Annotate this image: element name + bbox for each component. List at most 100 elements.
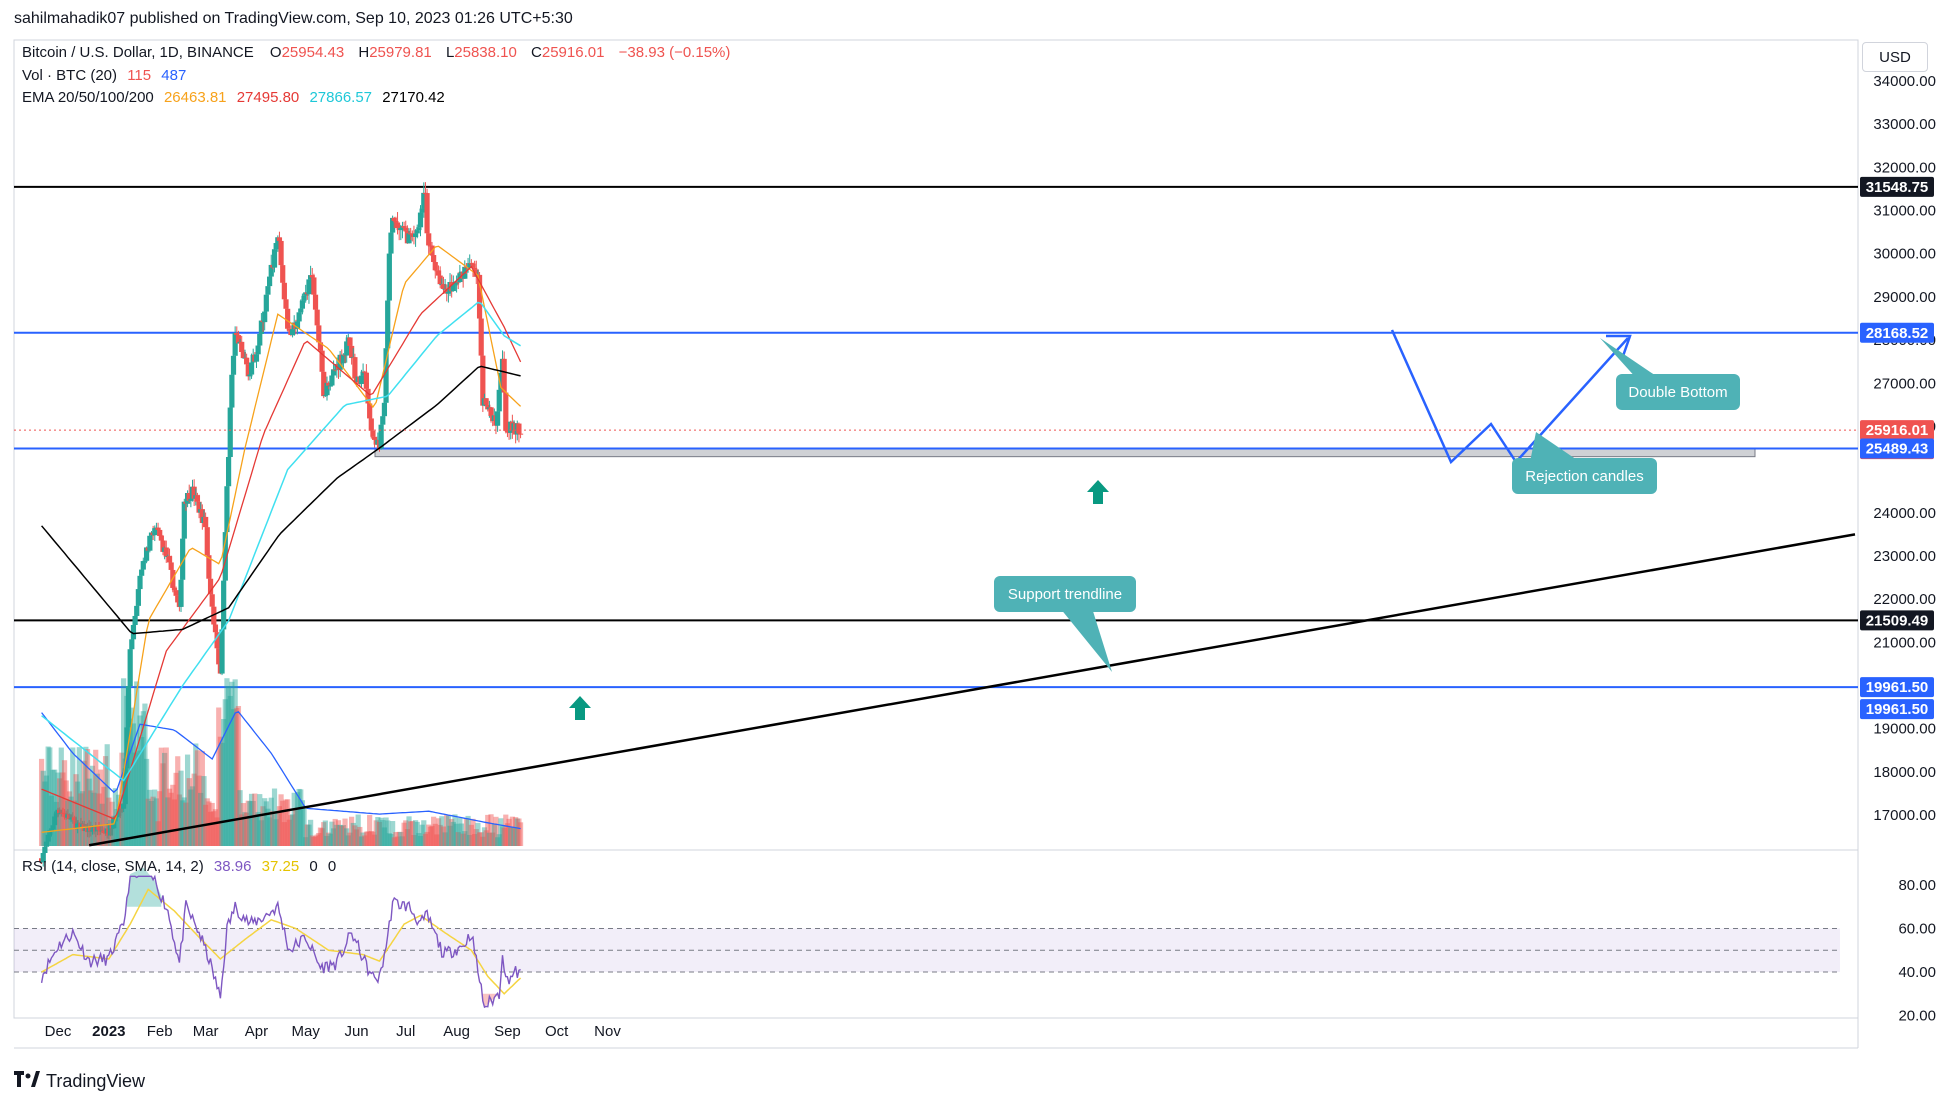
candle-body [181,501,187,539]
candle-body [380,416,386,425]
candle-body [289,329,296,336]
publisher-line: sahilmahadik07 published on TradingView.… [14,10,573,27]
volume-bar [47,747,53,846]
volume-bar [278,794,284,846]
volume-bar [301,807,307,846]
volume-bar [98,769,104,846]
price-axis-tick: 24000.00 [1873,505,1936,522]
volume-bar [214,817,220,846]
candle-body [88,825,94,832]
candle-body [437,275,443,285]
candle-body [495,411,501,426]
volume-bar [373,820,379,846]
volume-bar [380,820,386,846]
candle-body [206,555,212,579]
candle-body [370,430,376,437]
volume-bar [137,715,143,846]
volume-bar [145,798,151,846]
volume-bar [53,801,59,846]
tradingview-logo[interactable]: TradingView [14,1071,145,1092]
candle-body [142,560,148,562]
volume-bar [453,823,460,846]
volume-bar [296,788,302,846]
volume-bar [134,681,140,846]
volume-bar [427,826,433,846]
candle-body [406,233,412,244]
volume-bar [288,815,294,846]
candle-body [230,355,237,375]
price-axis-tick: 30000.00 [1873,246,1936,263]
volume-bar [345,835,351,846]
low-label: L [445,44,455,61]
symbol-legend: Bitcoin / U.S. Dollar, 1D, BINANCE O2595… [22,44,736,61]
open-label: O [269,44,282,61]
candle-body [263,294,269,312]
candle-body [135,589,141,606]
candle-body [50,825,56,830]
candle-body [360,371,366,376]
volume-bar [86,778,92,846]
volume-bar [447,825,453,846]
price-axis-tick: 32000.00 [1873,159,1936,176]
volume-bar [204,798,210,846]
volume-bar [463,818,470,846]
candle-body [281,282,287,300]
volume-bar [45,746,51,846]
candle-body [276,237,283,241]
volume-bar [116,794,122,846]
volume-bar [84,749,91,846]
volume-bar [76,747,82,846]
volume-bar [324,835,330,846]
volume-bar [362,835,368,846]
volume-bar [96,793,102,846]
volume-bar [158,747,164,846]
volume-bar [165,797,171,846]
volume-bar [221,719,227,846]
candle-body [286,328,292,331]
volume-bar [350,822,356,846]
volume-bar [114,808,120,846]
candle-body [408,233,414,235]
candle-body [390,217,396,233]
candle-body [229,374,235,408]
volume-bar [357,826,363,846]
candle-body [114,815,120,817]
volume-bar [358,836,365,846]
volume-bar [368,831,374,846]
volume-bar [157,791,163,846]
currency-button[interactable]: USD [1862,42,1928,72]
volume-bar [353,829,360,846]
volume-bar [452,814,458,846]
candle-body [196,501,202,513]
candle-body [314,309,320,326]
volume-bar [258,820,264,846]
volume-bar [349,816,355,846]
volume-bar [111,815,117,846]
volume-bar [312,836,319,846]
candle-body [245,364,251,377]
volume-bar [101,786,107,846]
candle-body [166,556,173,563]
volume-bar [271,788,278,846]
volume-value-1: 115 [127,67,152,84]
volume-bar [73,774,79,846]
candle-body [271,249,278,268]
volume-bar [234,707,240,846]
volume-bar [412,820,419,846]
volume-bar [270,810,276,846]
candle-body [268,264,274,277]
volume-bar [42,781,48,846]
symbol-title: Bitcoin / U.S. Dollar, 1D, BINANCE [22,44,254,61]
volume-bar [388,834,394,846]
rsi-oversold-fill [479,993,501,1007]
volume-bar [385,820,391,846]
volume-bar [188,789,194,846]
close-value: 25916.01 [541,44,605,61]
volume-bar [327,833,333,846]
rsi-line [40,874,521,1009]
callout-double-bottom-text: Double Bottom [1628,384,1727,401]
candle-body [180,538,186,580]
price-axis-tick: 22000.00 [1873,591,1936,608]
